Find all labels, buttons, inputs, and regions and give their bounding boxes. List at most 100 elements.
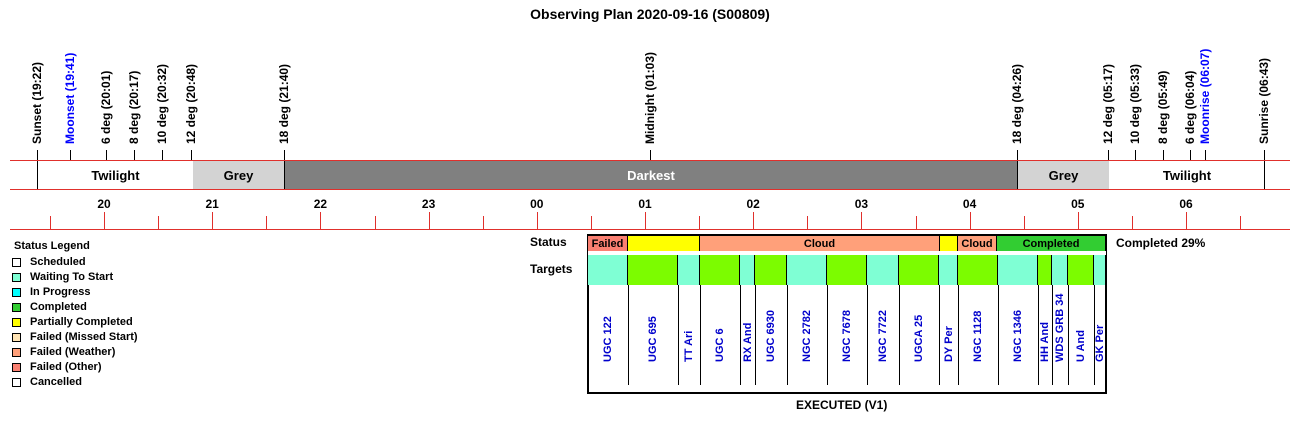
hour-label: 03: [854, 197, 869, 211]
target-cell[interactable]: [588, 255, 628, 285]
status-segment: Cloud: [958, 236, 997, 251]
target-name[interactable]: NGC 2782: [801, 310, 813, 362]
hour-tick: [483, 216, 484, 229]
target-name[interactable]: NGC 7722: [877, 310, 889, 362]
target-cell[interactable]: [1052, 255, 1068, 285]
event-marker: [1264, 150, 1265, 190]
target-name[interactable]: U And: [1075, 330, 1087, 362]
target-name[interactable]: UGC 122: [602, 316, 614, 362]
event-marker: [1017, 150, 1018, 190]
target-name[interactable]: TT Ari: [683, 330, 695, 362]
status-legend-title: Status Legend: [14, 240, 90, 252]
target-divider: [740, 285, 741, 385]
event-label: 6 deg (20:01): [99, 70, 113, 144]
event-label: 8 deg (05:49): [1156, 70, 1170, 144]
legend-swatch: [12, 257, 21, 267]
timeline-top-rule: [10, 160, 1290, 161]
hour-bottom-rule: [10, 229, 1290, 230]
sky-band: Twilight: [38, 161, 193, 189]
hour-tick: [699, 216, 700, 229]
target-divider: [998, 285, 999, 385]
band-bottom-rule: [10, 189, 1290, 190]
hour-tick: [916, 216, 917, 229]
target-name[interactable]: HH And: [1039, 322, 1051, 362]
sky-band: Darkest: [285, 161, 1017, 189]
status-segment: Completed: [997, 236, 1106, 251]
target-cell[interactable]: [1094, 255, 1106, 285]
target-cell[interactable]: [628, 255, 678, 285]
hour-tick: [1078, 212, 1079, 229]
sky-band: Grey: [1018, 161, 1109, 189]
hour-tick: [50, 216, 51, 229]
target-name[interactable]: NGC 7678: [841, 310, 853, 362]
legend-swatch: [12, 287, 21, 297]
event-label: Moonset (19:41): [63, 52, 77, 144]
legend-item: In Progress: [12, 286, 91, 298]
target-name[interactable]: UGC 695: [647, 316, 659, 362]
hour-tick: [212, 212, 213, 229]
target-cell[interactable]: [827, 255, 867, 285]
hour-tick: [645, 212, 646, 229]
target-divider: [1094, 285, 1095, 385]
hour-label: 06: [1179, 197, 1193, 211]
status-segment: Failed: [588, 236, 628, 251]
hour-tick: [753, 212, 754, 229]
target-name[interactable]: WDS GRB 34: [1054, 293, 1066, 362]
target-name[interactable]: UGCA 25: [913, 314, 925, 362]
hour-tick: [537, 212, 538, 229]
hour-label: 22: [313, 197, 328, 211]
hour-tick: [807, 216, 808, 229]
target-cell[interactable]: [700, 255, 740, 285]
hour-label: 21: [205, 197, 219, 211]
legend-swatch: [12, 377, 21, 387]
event-label: 12 deg (20:48): [184, 63, 198, 144]
target-cell[interactable]: [867, 255, 899, 285]
event-label: 18 deg (04:26): [1010, 63, 1024, 144]
target-cell[interactable]: [755, 255, 787, 285]
event-label: Moonrise (06:07): [1198, 48, 1212, 144]
target-divider: [1052, 285, 1053, 385]
hour-tick: [861, 212, 862, 229]
event-label: Sunset (19:22): [30, 61, 44, 144]
hour-tick: [429, 212, 430, 229]
target-cell[interactable]: [740, 255, 755, 285]
target-name[interactable]: NGC 1128: [972, 310, 984, 362]
legend-label: Completed: [30, 301, 87, 313]
hour-tick: [1240, 216, 1241, 229]
hour-tick: [1024, 216, 1025, 229]
executed-label: EXECUTED (V1): [796, 398, 888, 412]
hour-tick: [104, 212, 105, 229]
target-name[interactable]: DY Per: [942, 326, 955, 362]
target-cell[interactable]: [998, 255, 1038, 285]
sky-band: Grey: [193, 161, 284, 189]
target-name[interactable]: UGC 6: [714, 328, 726, 362]
legend-swatch: [12, 302, 21, 312]
event-marker: [284, 150, 285, 190]
hour-label: 05: [1071, 197, 1085, 211]
completed-percent: Completed 29%: [1116, 236, 1206, 250]
event-label: 12 deg (05:17): [1101, 63, 1115, 144]
legend-label: Failed (Other): [30, 361, 102, 373]
legend-item: Failed (Other): [12, 361, 102, 373]
event-label: Midnight (01:03): [643, 52, 657, 144]
hour-tick: [266, 216, 267, 229]
target-cell[interactable]: [1038, 255, 1052, 285]
target-cell[interactable]: [1068, 255, 1094, 285]
hour-tick: [591, 216, 592, 229]
status-row-label: Status: [530, 235, 567, 249]
target-name[interactable]: RX And: [741, 322, 754, 362]
target-cell[interactable]: [939, 255, 958, 285]
hour-label: 02: [746, 197, 760, 211]
target-cell[interactable]: [899, 255, 939, 285]
target-cell[interactable]: [958, 255, 998, 285]
target-divider: [700, 285, 701, 385]
target-cell[interactable]: [787, 255, 827, 285]
legend-label: Failed (Missed Start): [30, 331, 138, 343]
hour-label: 01: [638, 197, 652, 211]
target-cell[interactable]: [678, 255, 700, 285]
target-name[interactable]: UGC 6930: [765, 310, 777, 362]
target-divider: [827, 285, 828, 385]
target-name[interactable]: NGC 1346: [1012, 310, 1024, 362]
legend-swatch: [12, 332, 21, 342]
target-name[interactable]: GK Per: [1094, 324, 1106, 362]
